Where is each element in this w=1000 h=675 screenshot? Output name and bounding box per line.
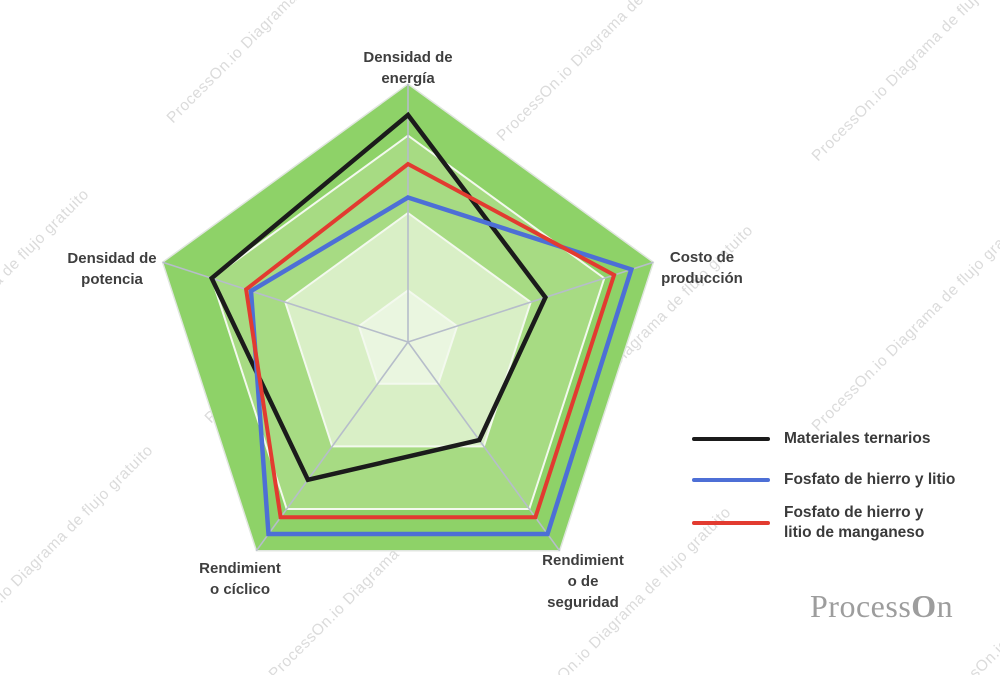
axis-label-rendimiento-ciclico: Rendimient o cíclico [199, 560, 281, 598]
series-fosfato-de-hierro-y-litio [248, 195, 635, 537]
radar-spoke-4 [162, 261, 409, 343]
logo-text-o: O [911, 588, 937, 624]
axis-label-densidad-de-energia: Densidad de energía [363, 49, 453, 87]
legend-label-fosfato-de-hierro-y-litio: Fosfato de hierro y litio [784, 471, 956, 488]
legend: Materiales ternarios Fosfato de hierro y… [692, 429, 955, 543]
legend-item-fosfato-de-hierro-y-litio-de-manganeso: Fosfato de hierro y litio de manganeso [692, 503, 955, 543]
legend-label-fosfato-de-hierro-y-litio-de-manganeso: Fosfato de hierro y litio de manganeso [784, 504, 925, 541]
legend-item-fosfato-de-hierro-y-litio: Fosfato de hierro y litio [692, 470, 955, 490]
legend-label-materiales-ternarios: Materiales ternarios [784, 430, 931, 447]
axis-label-costo-de-produccion: Costo de producción [661, 249, 743, 287]
legend-swatch-fosfato-de-hierro-y-litio-de-manganeso [692, 520, 770, 526]
legend-item-materiales-ternarios: Materiales ternarios [692, 429, 955, 449]
axis-label-densidad-de-potencia: Densidad de potencia [67, 250, 157, 288]
processon-logo: ProcessOn [810, 588, 953, 625]
logo-text-process: Process [810, 588, 912, 624]
logo-text-n: n [936, 588, 954, 624]
legend-swatch-materiales-ternarios [692, 436, 770, 442]
series-materiales-ternarios [208, 111, 549, 483]
axis-label-rendimiento-de-seguridad: Rendimient o de seguridad [542, 552, 624, 611]
legend-swatch-fosfato-de-hierro-y-litio [692, 477, 770, 483]
series-fosfato-de-hierro-y-litio-de-manganeso [243, 161, 617, 520]
